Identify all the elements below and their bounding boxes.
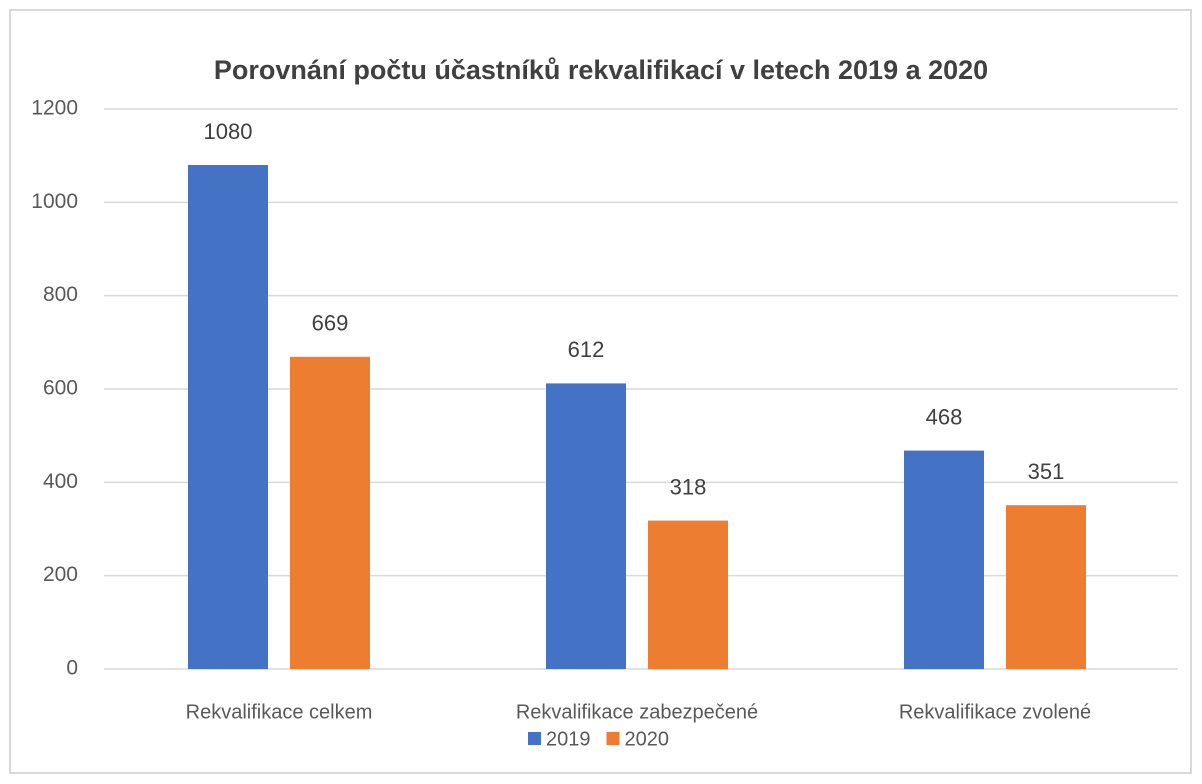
- legend-label: 2020: [625, 728, 670, 750]
- data-label: 612: [568, 337, 605, 362]
- chart-title: Porovnání počtu účastníků rekvalifikací …: [214, 55, 988, 85]
- x-tick-label: Rekvalifikace zvolené: [899, 701, 1091, 723]
- y-tick-label: 400: [43, 470, 78, 493]
- bar: [546, 383, 626, 669]
- y-tick-label: 800: [43, 283, 78, 306]
- y-tick-label: 1200: [31, 97, 78, 120]
- y-tick-label: 200: [43, 563, 78, 586]
- y-tick-label: 1000: [31, 190, 78, 213]
- bar: [290, 356, 370, 669]
- data-label: 669: [312, 311, 349, 336]
- x-tick-label: Rekvalifikace zabezpečené: [516, 701, 758, 723]
- data-label: 468: [926, 404, 963, 429]
- bar: [1006, 505, 1086, 669]
- bar: [188, 165, 268, 669]
- legend-label: 2019: [546, 728, 591, 750]
- data-label: 1080: [204, 119, 253, 144]
- data-label: 318: [670, 474, 707, 499]
- bar: [904, 450, 984, 669]
- x-tick-label: Rekvalifikace celkem: [186, 701, 373, 723]
- legend-swatch: [606, 732, 620, 745]
- legend-swatch: [528, 732, 541, 745]
- y-tick-label: 0: [66, 657, 78, 680]
- data-label: 351: [1028, 459, 1065, 484]
- bar: [648, 520, 728, 669]
- y-tick-label: 600: [43, 377, 78, 400]
